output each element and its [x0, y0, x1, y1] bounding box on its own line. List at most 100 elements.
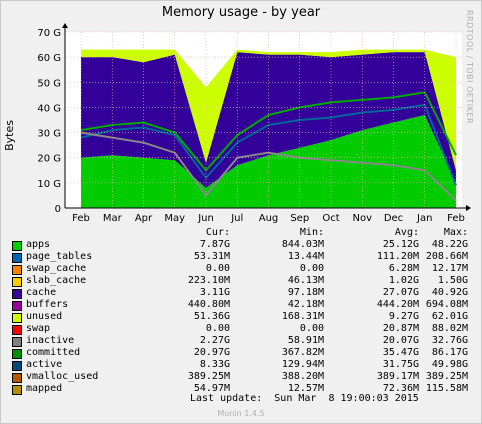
legend-max: 86.17G — [431, 347, 468, 358]
legend-min: 13.44M — [287, 251, 324, 262]
legend-swatch — [12, 385, 22, 395]
legend-swatch — [12, 289, 22, 299]
y-tick-label: 60 G — [37, 53, 61, 64]
legend-min: 46.13M — [287, 275, 324, 286]
legend-cur: 223.10M — [187, 275, 230, 286]
legend-name: inactive — [26, 335, 75, 346]
legend-name: swap_cache — [26, 263, 87, 274]
legend-cur: 2.27G — [199, 335, 230, 346]
y-tick-label: 10 G — [37, 179, 61, 190]
x-tick-label: Apr — [135, 213, 153, 224]
legend-min: 97.18M — [287, 287, 324, 298]
legend-avg: 27.07G — [382, 287, 419, 298]
y-tick-label: 0 — [55, 204, 61, 215]
legend-max: 32.76G — [431, 335, 468, 346]
legend-max: 88.02M — [431, 323, 468, 334]
legend-min: 0.00 — [299, 263, 324, 274]
x-tick-label: Jan — [416, 213, 432, 224]
legend-max: 62.01G — [431, 311, 468, 322]
legend-name: active — [26, 359, 63, 370]
legend-name: mapped — [26, 383, 63, 394]
legend-swatch — [12, 265, 22, 275]
legend-name: slab_cache — [26, 275, 87, 286]
munin-version: Munin 1.4.5 — [217, 409, 265, 418]
legend-swatch — [12, 325, 22, 335]
y-tick-label: 40 G — [37, 103, 61, 114]
legend-cur: 51.36G — [193, 311, 230, 322]
last-update: Last update: Sun Mar 8 19:00:03 2015 — [190, 393, 419, 404]
x-tick-label: Mar — [103, 213, 123, 224]
legend-max: 48.22G — [431, 239, 468, 250]
legend-max: 208.66M — [425, 251, 468, 262]
legend-min: 844.03M — [281, 239, 324, 250]
legend-avg: 6.28M — [388, 263, 419, 274]
legend-header-min: Min: — [299, 227, 324, 238]
x-tick-label: Jul — [230, 213, 243, 224]
y-tick-label: 50 G — [37, 78, 61, 89]
legend-avg: 389.17M — [376, 371, 419, 382]
legend-avg: 25.12G — [382, 239, 419, 250]
legend-name: committed — [26, 347, 81, 358]
legend-max: 389.25M — [425, 371, 468, 382]
legend-avg: 1.02G — [388, 275, 419, 286]
legend-cur: 0.00 — [205, 323, 230, 334]
x-axis-arrow — [466, 205, 471, 211]
legend-swatch — [12, 301, 22, 311]
chart-title: Memory usage - by year — [161, 5, 321, 20]
legend-name: cache — [26, 287, 57, 298]
legend-avg: 31.75G — [382, 359, 419, 370]
x-tick-label: Nov — [352, 213, 372, 224]
x-tick-label: Dec — [384, 213, 403, 224]
legend-name: unused — [26, 311, 63, 322]
y-tick-label: 30 G — [37, 129, 61, 140]
legend-cur: 7.87G — [199, 239, 230, 250]
x-tick-label: Jun — [197, 213, 214, 224]
legend-avg: 111.20M — [376, 251, 419, 262]
legend-max: 1.50G — [437, 275, 468, 286]
legend-min: 42.18M — [287, 299, 324, 310]
legend-max: 115.58M — [425, 383, 468, 394]
legend-cur: 440.80M — [187, 299, 230, 310]
legend-header-cur: Cur: — [205, 227, 230, 238]
legend-cur: 0.00 — [205, 263, 230, 274]
rrdtool-credit: RRDTOOL / TOBI OETIKER — [465, 10, 474, 125]
legend-min: 168.31M — [281, 311, 324, 322]
legend-min: 12.57M — [287, 383, 324, 394]
legend-swatch — [12, 349, 22, 359]
legend-swatch — [12, 241, 22, 251]
legend-avg: 9.27G — [388, 311, 419, 322]
x-tick-label: Feb — [447, 213, 465, 224]
legend-max: 40.92G — [431, 287, 468, 298]
legend-header-avg: Avg: — [394, 227, 419, 238]
x-tick-label: Aug — [259, 213, 279, 224]
legend-swatch — [12, 313, 22, 323]
legend-swatch — [12, 253, 22, 263]
legend-max: 694.08M — [425, 299, 468, 310]
legend-avg: 20.07G — [382, 335, 419, 346]
legend-swatch — [12, 373, 22, 383]
legend-avg: 444.20M — [376, 299, 419, 310]
legend-header-max: Max: — [443, 227, 468, 238]
legend-min: 388.20M — [281, 371, 324, 382]
legend-min: 129.94M — [281, 359, 324, 370]
legend-cur: 389.25M — [187, 371, 230, 382]
legend-name: apps — [26, 239, 51, 250]
legend-cur: 8.33G — [199, 359, 230, 370]
legend-max: 49.98G — [431, 359, 468, 370]
legend-min: 367.82M — [281, 347, 324, 358]
legend-min: 0.00 — [299, 323, 324, 334]
legend-avg: 20.87M — [382, 323, 419, 334]
x-tick-label: Feb — [72, 213, 90, 224]
legend-name: vmalloc_used — [26, 371, 99, 382]
y-tick-label: 20 G — [37, 154, 61, 165]
legend-cur: 54.97M — [193, 383, 230, 394]
x-tick-label: Sep — [290, 213, 309, 224]
legend-name: page_tables — [26, 251, 93, 262]
legend-name: buffers — [26, 299, 69, 310]
legend-name: swap — [26, 323, 51, 334]
legend-swatch — [12, 277, 22, 287]
legend-cur: 3.11G — [199, 287, 230, 298]
y-tick-label: 70 G — [37, 28, 61, 39]
